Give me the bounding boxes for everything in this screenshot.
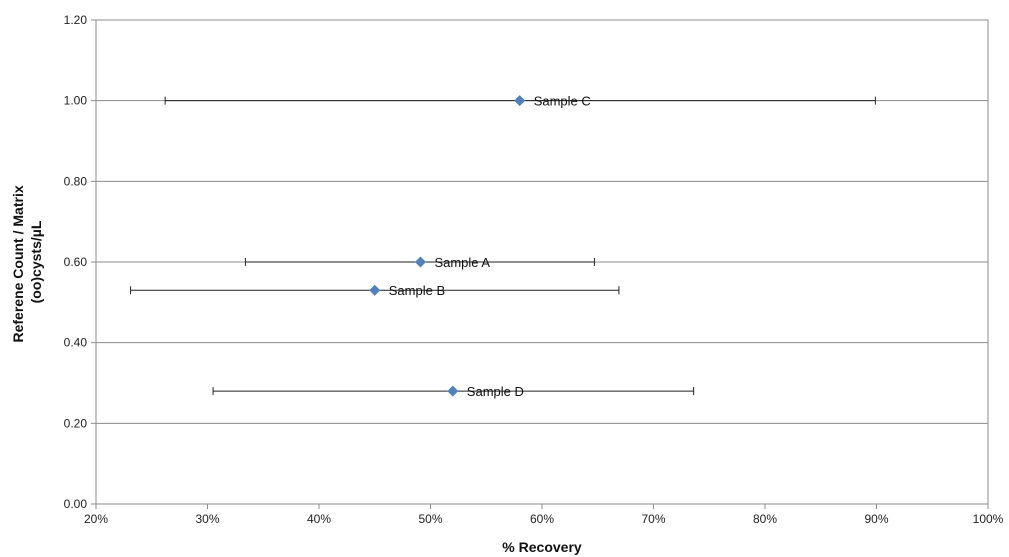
x-tick-label: 60% — [530, 512, 554, 526]
x-tick-label: 100% — [973, 512, 1004, 526]
data-point-marker — [447, 385, 459, 397]
data-point-label: Sample C — [534, 94, 591, 109]
x-tick-label: 90% — [864, 512, 888, 526]
y-tick-label: 1.20 — [64, 13, 88, 27]
y-axis-title-line-1: Referene Count / Matrix — [10, 185, 26, 342]
data-points — [369, 95, 526, 397]
y-tick-label: 0.60 — [64, 255, 88, 269]
y-axis-title: Referene Count / Matrix (oo)cysts/µL — [10, 181, 44, 342]
error-bars — [130, 96, 876, 396]
y-tick-label: 0.20 — [64, 416, 88, 430]
y-tick-label: 0.40 — [64, 336, 88, 350]
x-tick-label: 20% — [84, 512, 108, 526]
data-point-label: Sample D — [467, 384, 524, 399]
data-point-label: Sample B — [389, 283, 445, 298]
x-tick-label: 40% — [307, 512, 331, 526]
data-point-label: Sample A — [434, 255, 490, 270]
x-tick-label: 50% — [418, 512, 442, 526]
x-axis-ticks: 20% 30% 40% 50% 60% 70% 80% 90% 100% — [84, 504, 1004, 526]
point-labels: Sample C Sample A Sample B Sample D — [389, 94, 591, 399]
x-tick-label: 80% — [753, 512, 777, 526]
y-axis-ticks: 0.00 0.20 0.40 0.60 0.80 1.00 1.20 — [64, 13, 96, 511]
x-tick-label: 70% — [641, 512, 665, 526]
y-tick-label: 1.00 — [64, 94, 88, 108]
data-point-marker — [414, 256, 426, 268]
x-tick-label: 30% — [195, 512, 219, 526]
x-axis-title: % Recovery — [502, 539, 582, 555]
y-axis-title-line-2: (oo)cysts/µL — [28, 220, 44, 303]
y-tick-label: 0.00 — [64, 497, 88, 511]
y-tick-label: 0.80 — [64, 174, 88, 188]
data-point-marker — [369, 284, 381, 296]
data-point-marker — [514, 95, 526, 107]
